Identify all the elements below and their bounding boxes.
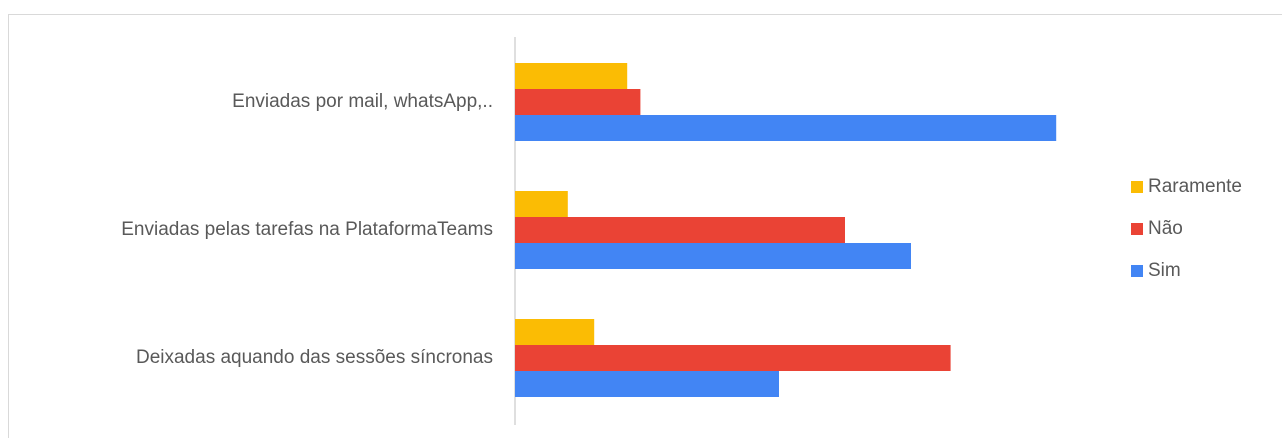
legend-label: Não xyxy=(1148,218,1183,239)
y-tick-label: Enviadas pelas tarefas na PlataformaTeam… xyxy=(121,219,493,240)
bar xyxy=(515,63,628,89)
legend-swatch xyxy=(1131,223,1143,235)
bar xyxy=(515,319,595,345)
bar xyxy=(515,371,779,397)
legend-label: Sim xyxy=(1148,260,1181,281)
legend-label: Raramente xyxy=(1148,176,1242,197)
y-tick-label: Deixadas aquando das sessões síncronas xyxy=(136,347,493,368)
legend-swatch xyxy=(1131,265,1143,277)
bar xyxy=(515,217,845,243)
chart-frame xyxy=(8,14,1282,438)
bar xyxy=(515,243,911,269)
bar xyxy=(515,345,951,371)
y-tick-label: Enviadas por mail, whatsApp,.. xyxy=(232,91,493,112)
bar xyxy=(515,115,1057,141)
bar xyxy=(515,89,641,115)
legend-swatch xyxy=(1131,181,1143,193)
bar xyxy=(515,191,568,217)
